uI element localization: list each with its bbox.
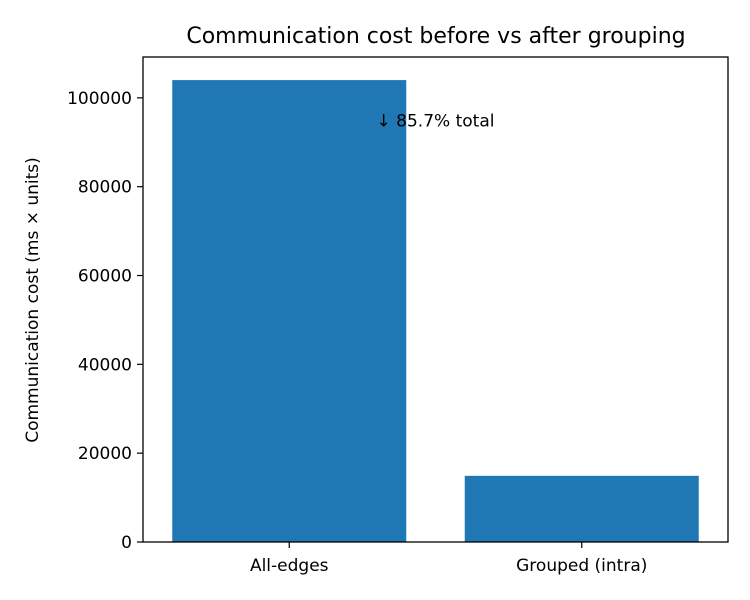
ticks-layer: All-edges Grouped (intra) 0 20000 40000 60000…	[67, 89, 647, 576]
bar-1	[464, 475, 699, 542]
x-tick-label: Grouped (intra)	[516, 556, 647, 576]
plot-frame	[142, 56, 729, 543]
bar-0	[172, 80, 407, 542]
y-tick-label: 0	[121, 533, 132, 553]
chart-title: Communication cost before vs after group…	[186, 24, 685, 49]
x-tick-label: All-edges	[250, 556, 329, 576]
y-tick-label: 60000	[78, 267, 132, 287]
reduction-annotation: ↓ 85.7% total	[377, 111, 495, 131]
y-tick-label: 40000	[78, 355, 132, 375]
y-axis-label: Communication cost (ms × units)	[23, 157, 43, 443]
y-tick-label: 100000	[67, 89, 132, 109]
y-tick-label: 20000	[78, 444, 132, 464]
y-tick-label: 80000	[78, 178, 132, 198]
bars-layer	[172, 80, 699, 542]
